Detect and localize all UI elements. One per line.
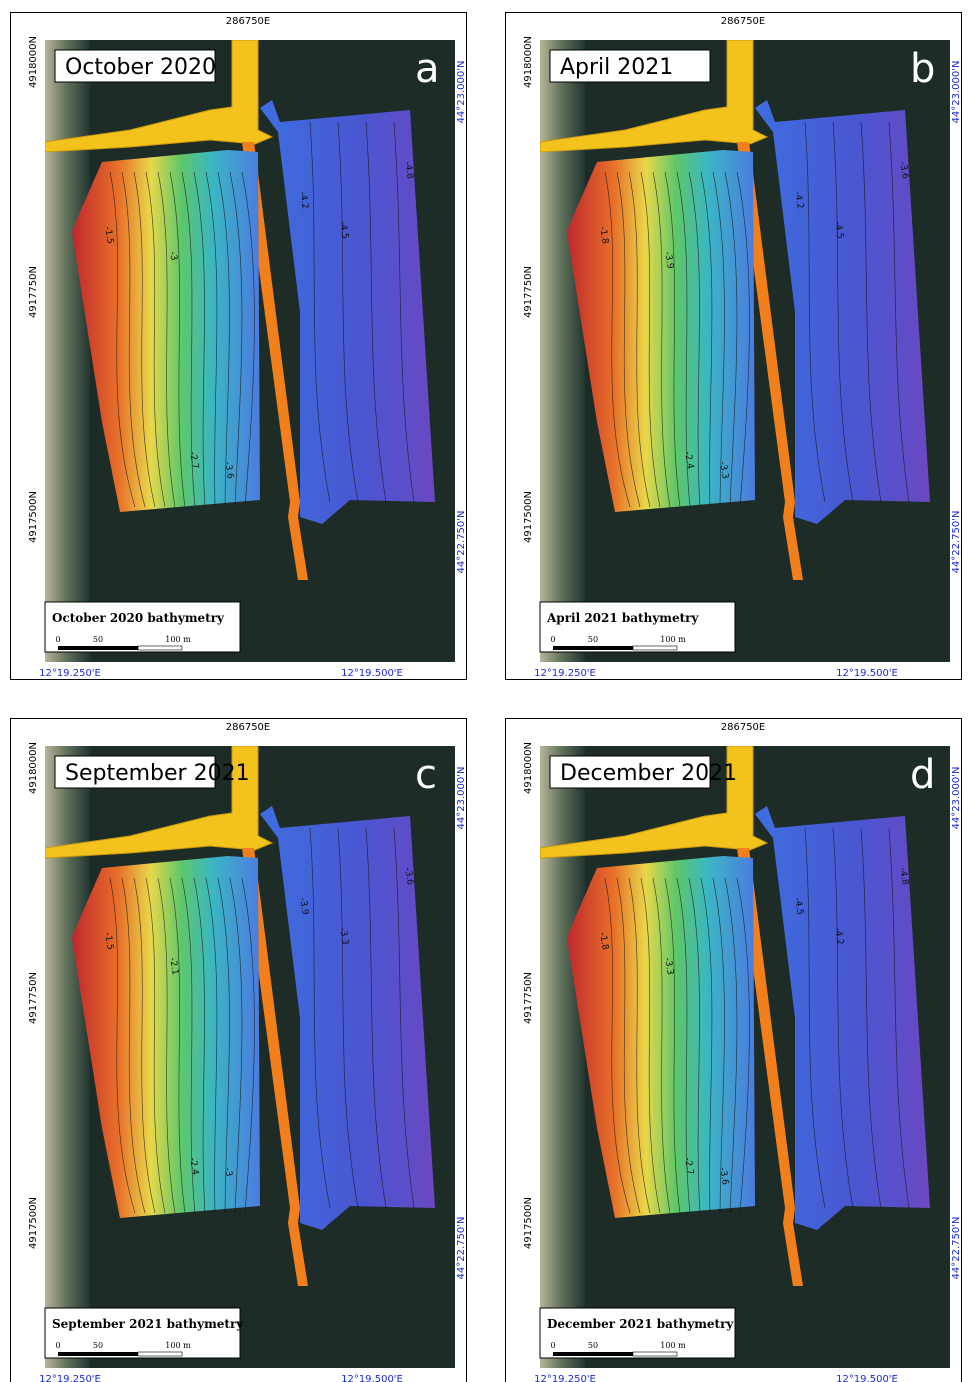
coord-right: 44°22.750'N [456,511,467,574]
coord-right: 44°23.000'N [456,61,467,124]
map-area: -1.8-3.9-2.4-3.3-4.2-4.5-3.6 [540,40,950,662]
coord-bottom: 12°19.250'E [39,668,101,679]
scale-bar-white [633,1352,677,1356]
coord-bottom: 12°19.500'E [341,1374,403,1382]
coord-top: 286750E [721,722,766,733]
coord-right: 44°23.000'N [951,767,962,830]
scale-label: 50 [588,1341,598,1350]
scale-label: 100 m [165,635,191,644]
map-area: -1.5-3-2.7-3.6-4.2-4.5-4.8 [45,40,455,662]
map-area: -1.5-2.1-2.4-3-3.9-3.3-3.6 [45,746,455,1368]
scale-bar-black [553,1352,633,1356]
legend-text: October 2020 bathymetry [52,611,225,625]
coord-left: 4917500N [523,1197,534,1249]
legend-box [540,602,735,652]
coord-left: 4918000N [28,742,39,794]
coord-top: 286750E [226,722,271,733]
panel-title: October 2020 [65,55,216,80]
panel-letter: d [910,752,935,798]
scale-bar-white [138,1352,182,1356]
scale-label: 50 [93,635,103,644]
legend-box [540,1308,735,1358]
beach [45,746,90,1368]
legend-text: September 2021 bathymetry [52,1317,244,1331]
scale-bar-black [58,646,138,650]
coord-left: 4917500N [28,491,39,543]
coord-right: 44°23.000'N [456,767,467,830]
panel-letter: a [415,46,440,92]
map-panel: -1.5-3-2.7-3.6-4.2-4.5-4.8October 2020 a O… [11,13,468,680]
scale-label: 0 [550,1341,555,1350]
coord-left: 4917750N [523,266,534,318]
beach [540,40,585,662]
coord-left: 4917750N [28,972,39,1024]
scale-label: 0 [55,1341,60,1350]
scale-label: 100 m [660,1341,686,1350]
legend-text: December 2021 bathymetry [547,1317,734,1331]
beach [540,746,585,1368]
coord-left: 4917750N [523,972,534,1024]
coord-right: 44°22.750'N [951,1217,962,1280]
panel-letter: b [910,46,935,92]
coord-left: 4918000N [523,742,534,794]
panel-letter: c [415,752,437,798]
scale-bar-white [633,646,677,650]
map-area: -1.8-3.3-2.7-3.6-4.5-4.2-4.8 [540,746,950,1368]
coord-bottom: 12°19.250'E [39,1374,101,1382]
coord-bottom: 12°19.250'E [534,1374,596,1382]
scale-label: 0 [55,635,60,644]
scale-label: 50 [93,1341,103,1350]
coord-bottom: 12°19.500'E [341,668,403,679]
coord-top: 286750E [226,16,271,27]
scale-label: 100 m [165,1341,191,1350]
map-panel: -1.8-3.9-2.4-3.3-4.2-4.5-3.6April 2021 b A… [506,13,963,680]
coord-bottom: 12°19.500'E [836,1374,898,1382]
scale-label: 50 [588,635,598,644]
coord-top: 286750E [721,16,766,27]
scale-label: 0 [550,635,555,644]
contour-label: -3 [167,251,178,262]
coord-right: 44°23.000'N [951,61,962,124]
panel-title: December 2021 [560,761,737,786]
panel-title: September 2021 [65,761,250,786]
legend-box [45,1308,240,1358]
coord-left: 4918000N [28,36,39,88]
coord-left: 4917750N [28,266,39,318]
coord-bottom: 12°19.250'E [534,668,596,679]
contour-label: -3 [222,1167,233,1178]
legend-box [45,602,240,652]
scale-bar-black [58,1352,138,1356]
figure: -1.5-3-2.7-3.6-4.2-4.5-4.8October 2020 a O… [0,0,971,1382]
legend-text: April 2021 bathymetry [546,611,699,625]
panel-title: April 2021 [560,55,673,80]
coord-bottom: 12°19.500'E [836,668,898,679]
scale-bar-white [138,646,182,650]
coord-left: 4918000N [523,36,534,88]
scale-label: 100 m [660,635,686,644]
coord-right: 44°22.750'N [951,511,962,574]
coord-right: 44°22.750'N [456,1217,467,1280]
scale-bar-black [553,646,633,650]
coord-left: 4917500N [523,491,534,543]
map-panel: -1.8-3.3-2.7-3.6-4.5-4.2-4.8December 202… [506,719,963,1382]
coord-left: 4917500N [28,1197,39,1249]
beach [45,40,90,662]
